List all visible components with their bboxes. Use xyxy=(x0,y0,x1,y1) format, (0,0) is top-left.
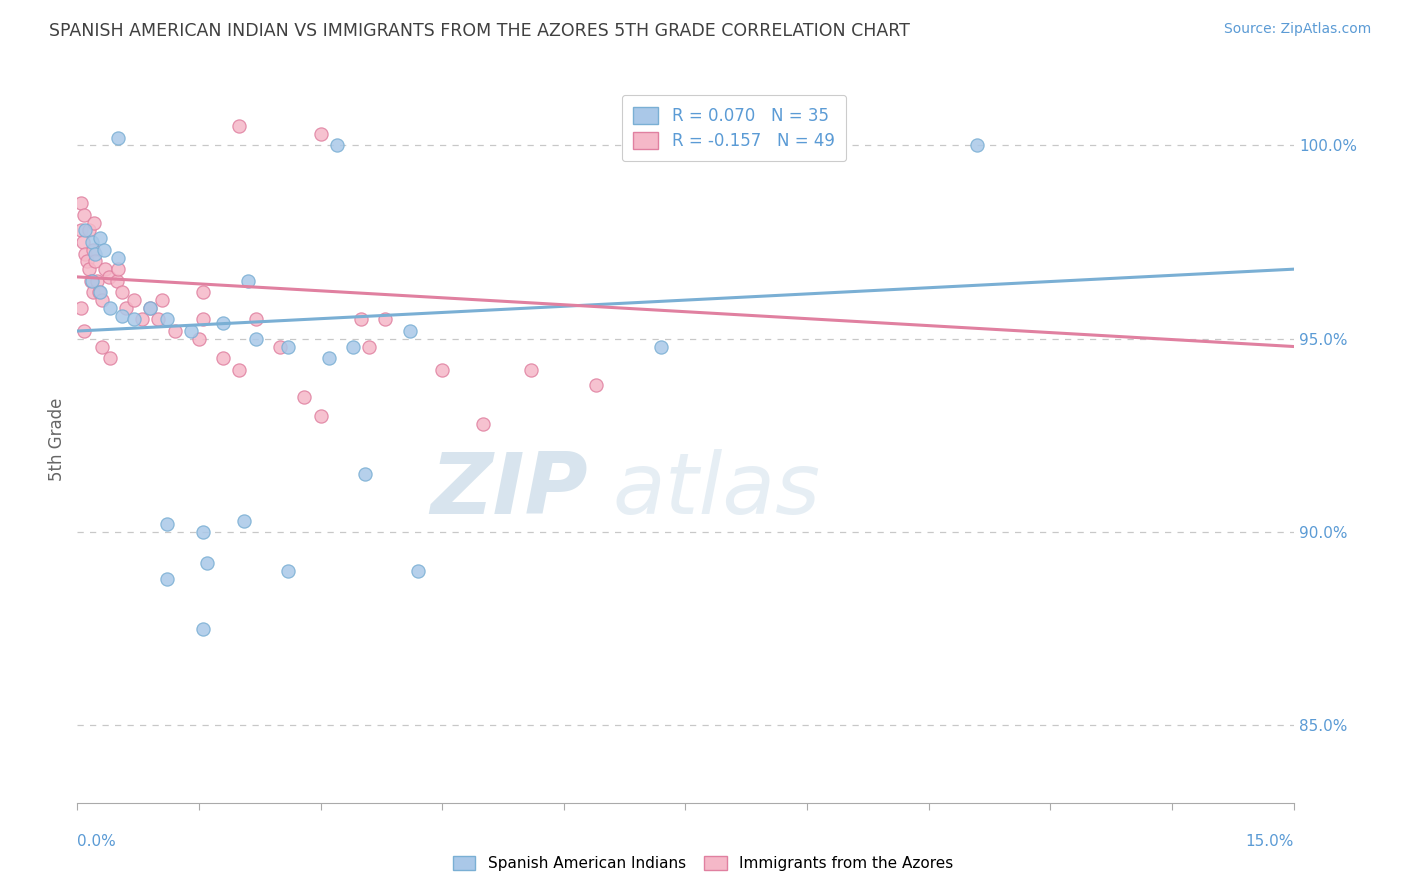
Point xyxy=(520,362,543,376)
Point xyxy=(269,339,291,353)
Point xyxy=(191,622,214,636)
Point xyxy=(107,251,129,265)
Point xyxy=(966,138,988,153)
Text: Source: ZipAtlas.com: Source: ZipAtlas.com xyxy=(1223,22,1371,37)
Text: 15.0%: 15.0% xyxy=(1246,834,1294,849)
Point xyxy=(155,517,177,532)
Point xyxy=(155,312,177,326)
Point xyxy=(72,235,94,249)
Point xyxy=(763,130,786,145)
Point xyxy=(318,351,340,365)
Point xyxy=(94,262,117,277)
Point xyxy=(89,285,111,300)
Point xyxy=(131,312,153,326)
Point xyxy=(80,235,103,249)
Text: atlas: atlas xyxy=(613,449,821,532)
Point xyxy=(309,409,332,423)
Point xyxy=(139,301,162,315)
Point xyxy=(212,316,235,330)
Point xyxy=(69,196,91,211)
Point xyxy=(228,119,250,133)
Point xyxy=(152,293,174,307)
Point xyxy=(107,130,129,145)
Point xyxy=(84,254,107,268)
Point xyxy=(97,269,120,284)
Text: SPANISH AMERICAN INDIAN VS IMMIGRANTS FROM THE AZORES 5TH GRADE CORRELATION CHAR: SPANISH AMERICAN INDIAN VS IMMIGRANTS FR… xyxy=(49,22,910,40)
Point xyxy=(107,262,129,277)
Point xyxy=(398,324,420,338)
Point xyxy=(98,301,121,315)
Point xyxy=(432,362,454,376)
Point xyxy=(148,312,170,326)
Point xyxy=(195,556,218,570)
Point xyxy=(292,390,315,404)
Point xyxy=(191,285,214,300)
Point xyxy=(69,301,91,315)
Point xyxy=(309,127,332,141)
Point xyxy=(89,231,111,245)
Point xyxy=(115,301,138,315)
Point xyxy=(191,525,214,540)
Point xyxy=(277,564,299,578)
Legend: R = 0.070   N = 35, R = -0.157   N = 49: R = 0.070 N = 35, R = -0.157 N = 49 xyxy=(621,95,846,161)
Point xyxy=(105,274,128,288)
Point xyxy=(350,312,373,326)
Point xyxy=(236,274,259,288)
Point xyxy=(90,339,112,353)
Point xyxy=(650,339,672,353)
Point xyxy=(83,216,105,230)
Point xyxy=(111,309,134,323)
Point xyxy=(80,274,103,288)
Y-axis label: 5th Grade: 5th Grade xyxy=(48,398,66,481)
Point xyxy=(86,274,108,288)
Point xyxy=(374,312,396,326)
Point xyxy=(406,564,429,578)
Point xyxy=(354,467,377,482)
Point xyxy=(228,362,250,376)
Point xyxy=(75,223,97,237)
Point xyxy=(80,274,103,288)
Point xyxy=(163,324,186,338)
Text: ZIP: ZIP xyxy=(430,449,588,532)
Point xyxy=(69,223,91,237)
Point xyxy=(84,246,107,260)
Point xyxy=(77,223,100,237)
Point xyxy=(90,293,112,307)
Point xyxy=(232,514,254,528)
Point xyxy=(245,332,267,346)
Point xyxy=(188,332,211,346)
Point xyxy=(277,339,299,353)
Point xyxy=(359,339,381,353)
Point xyxy=(89,285,111,300)
Point xyxy=(73,324,96,338)
Point xyxy=(212,351,235,365)
Point xyxy=(77,262,100,277)
Legend: Spanish American Indians, Immigrants from the Azores: Spanish American Indians, Immigrants fro… xyxy=(446,849,960,877)
Point xyxy=(82,285,104,300)
Point xyxy=(471,417,494,431)
Point xyxy=(191,312,214,326)
Point xyxy=(122,293,145,307)
Point xyxy=(180,324,202,338)
Point xyxy=(245,312,267,326)
Point xyxy=(82,243,104,257)
Point xyxy=(122,312,145,326)
Point xyxy=(93,243,115,257)
Point xyxy=(342,339,364,353)
Point xyxy=(326,138,349,153)
Point xyxy=(76,254,98,268)
Text: 0.0%: 0.0% xyxy=(77,834,117,849)
Point xyxy=(585,378,607,392)
Point xyxy=(155,572,177,586)
Point xyxy=(73,208,96,222)
Point xyxy=(75,246,97,260)
Point xyxy=(111,285,134,300)
Point xyxy=(98,351,121,365)
Point xyxy=(139,301,162,315)
